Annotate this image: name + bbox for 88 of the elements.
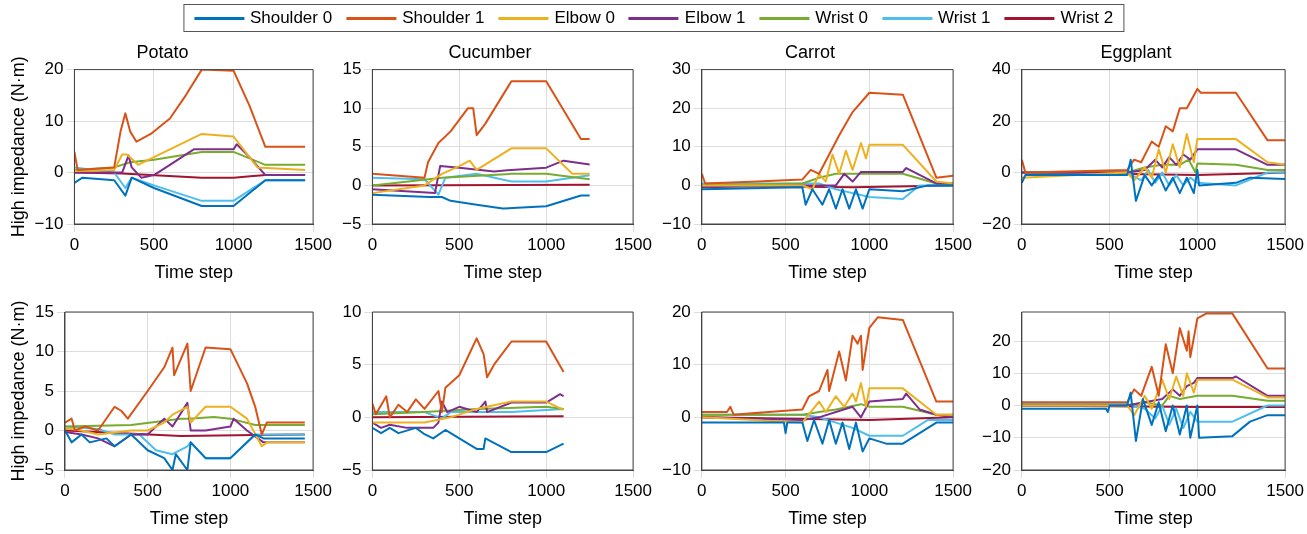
legend-label: Wrist 2 [1060, 8, 1114, 28]
x-tick-label: 1500 [294, 480, 332, 500]
x-axis-title: Time step [1114, 262, 1193, 283]
x-axis-title: Time step [149, 508, 229, 529]
x-tick-label: 500 [139, 234, 169, 254]
x-tick-label: 1500 [614, 480, 652, 500]
x-axis-title: Time step [1114, 508, 1193, 529]
y-tick-label: 5 [351, 354, 362, 374]
y-tick-label: 20 [671, 97, 691, 117]
legend-label: Wrist 1 [937, 8, 991, 28]
legend-label: Shoulder 1 [402, 8, 485, 28]
y-tick-label: −10 [981, 427, 1011, 447]
x-tick-label: 1500 [1266, 480, 1304, 500]
y-tick-label: −10 [661, 459, 691, 479]
x-tick-label: 1000 [1178, 480, 1217, 500]
x-tick-label: 1000 [527, 480, 566, 500]
x-tick-label: 500 [1095, 234, 1124, 254]
y-tick-label: −5 [34, 459, 54, 479]
y-tick-label: 15 [35, 301, 54, 321]
legend-label: Wrist 0 [815, 8, 868, 28]
y-tick-label: −10 [661, 213, 691, 233]
y-tick-label: 0 [1001, 395, 1011, 415]
x-tick-label: 0 [367, 234, 378, 254]
x-axis-title: Time step [788, 262, 867, 283]
y-tick-label: 0 [53, 162, 64, 182]
y-tick-label: 10 [991, 362, 1011, 382]
x-tick-label: 1000 [1178, 234, 1217, 254]
x-tick-label: 0 [367, 480, 378, 500]
y-tick-label: −5 [341, 459, 362, 479]
x-tick-label: 1000 [850, 480, 889, 500]
chart-title: Carrot [784, 41, 836, 62]
y-tick-label: 20 [991, 110, 1011, 130]
x-tick-label: 0 [697, 480, 707, 500]
y-tick-label: 5 [44, 380, 54, 400]
chart-title: Cucumber [448, 41, 532, 62]
y-tick-label: 5 [351, 136, 362, 156]
x-axis-title: Time step [463, 262, 542, 283]
x-tick-label: 500 [445, 480, 474, 500]
x-tick-label: 500 [771, 234, 800, 254]
chart-title: Eggplant [1100, 41, 1172, 62]
y-tick-label: 10 [44, 110, 64, 130]
y-tick-label: 0 [351, 175, 362, 195]
x-tick-label: 1500 [934, 234, 972, 254]
x-tick-label: 1000 [527, 234, 566, 254]
x-tick-label: 1500 [934, 480, 972, 500]
y-tick-label: 10 [671, 354, 691, 374]
y-tick-label: 30 [671, 59, 691, 79]
y-tick-label: 0 [351, 407, 362, 427]
y-tick-label: −20 [981, 213, 1011, 233]
x-tick-label: 0 [69, 234, 80, 254]
chart-title: Potato [136, 41, 189, 62]
y-tick-label: −5 [341, 213, 362, 233]
y-tick-label: 40 [991, 59, 1011, 79]
x-tick-label: 500 [771, 480, 800, 500]
x-tick-label: 0 [697, 234, 707, 254]
x-tick-label: 1500 [614, 234, 652, 254]
x-tick-label: 0 [1017, 480, 1027, 500]
x-axis-title: Time step [788, 508, 867, 529]
y-tick-label: 10 [342, 301, 362, 321]
x-tick-label: 0 [1017, 234, 1027, 254]
x-tick-label: 500 [133, 480, 162, 500]
y-tick-label: 10 [35, 341, 54, 361]
x-tick-label: 500 [445, 234, 474, 254]
y-axis-title: High impedance (N·m) [7, 56, 28, 238]
y-tick-label: 10 [342, 97, 362, 117]
x-tick-label: 1500 [1266, 234, 1304, 254]
y-tick-label: 0 [681, 175, 691, 195]
x-axis-title: Time step [463, 508, 542, 529]
y-tick-label: 10 [671, 136, 691, 156]
x-tick-label: 1500 [294, 234, 332, 254]
y-tick-label: −20 [981, 459, 1011, 479]
x-tick-label: 1000 [850, 234, 889, 254]
y-tick-label: 0 [1001, 162, 1011, 182]
legend-label: Elbow 1 [684, 8, 746, 28]
legend-label: Elbow 0 [554, 8, 615, 28]
legend-label: Shoulder 0 [249, 8, 333, 28]
y-tick-label: 20 [991, 330, 1011, 350]
x-tick-label: 1000 [211, 480, 250, 500]
x-tick-label: 1000 [214, 234, 253, 254]
y-tick-label: 20 [44, 59, 64, 79]
y-axis-title: High impedance (N·m) [7, 300, 28, 482]
y-tick-label: 20 [671, 301, 691, 321]
y-tick-label: −10 [34, 213, 64, 233]
y-tick-label: 0 [681, 407, 691, 427]
x-tick-label: 500 [1095, 480, 1124, 500]
x-axis-title: Time step [154, 262, 233, 283]
y-tick-label: 0 [44, 420, 54, 440]
y-tick-label: 15 [342, 59, 362, 79]
